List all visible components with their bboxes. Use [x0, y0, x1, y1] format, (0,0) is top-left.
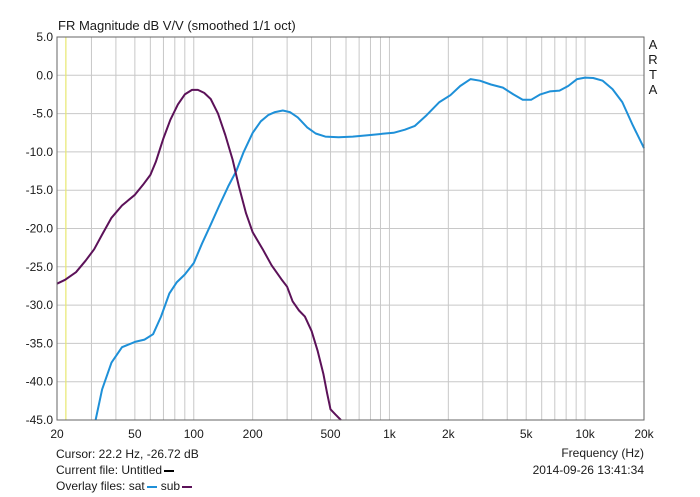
x-tick-label: 100 [184, 427, 204, 441]
series-sat-line [94, 76, 645, 421]
y-tick-label: -30.0 [26, 298, 54, 312]
current-file-row: Current file: Untitled [56, 463, 178, 477]
plot-frame [56, 36, 645, 421]
series-sub-line [56, 88, 342, 421]
y-tick-label: 0.0 [36, 68, 53, 82]
x-tick-label: 500 [321, 427, 341, 441]
brand-letter: A [649, 82, 658, 97]
x-tick-label: 10k [575, 427, 595, 441]
x-axis-ticks: 20 50 100 200 500 1k 2k 5k 10k 20k [50, 427, 654, 441]
x-tick-label: 1k [383, 427, 397, 441]
overlay-sat-swatch [146, 485, 157, 488]
y-tick-label: 5.0 [36, 30, 53, 44]
y-tick-label: -25.0 [26, 260, 54, 274]
chart-title: FR Magnitude dB V/V (smoothed 1/1 oct) [58, 18, 296, 33]
overlay-sat-label: sat [128, 479, 145, 493]
overlay-sub-swatch [182, 485, 193, 488]
x-tick-label: 50 [128, 427, 142, 441]
brand-letter: A [649, 37, 658, 52]
y-tick-label: -45.0 [26, 413, 54, 427]
y-tick-label: -5.0 [32, 107, 53, 121]
plot-series [56, 76, 645, 421]
y-tick-label: -15.0 [26, 183, 54, 197]
brand-letter: T [649, 67, 657, 82]
plot-grid [57, 37, 644, 420]
overlay-sub-label: sub [160, 479, 181, 493]
brand-letter: R [648, 52, 657, 67]
current-file-swatch [164, 469, 175, 472]
x-tick-label: 20k [634, 427, 654, 441]
cursor-readout: Cursor: 22.2 Hz, -26.72 dB [56, 447, 199, 461]
overlay-files-label: Overlay files: [56, 479, 126, 493]
overlay-files-row: Overlay files: sat sub [56, 479, 196, 493]
x-tick-label: 200 [243, 427, 263, 441]
x-tick-label: 20 [50, 427, 64, 441]
timestamp: 2014-09-26 13:41:34 [532, 463, 644, 477]
y-axis-ticks: 5.0 0.0 -5.0 -10.0 -15.0 -20.0 -25.0 -30.0 -35.0… [26, 30, 54, 427]
x-axis-label: Frequency (Hz) [561, 446, 644, 460]
y-tick-label: -10.0 [26, 145, 54, 159]
y-tick-label: -35.0 [26, 336, 54, 350]
current-file-label: Current file: Untitled [56, 463, 163, 477]
y-tick-label: -40.0 [26, 375, 54, 389]
x-tick-label: 2k [442, 427, 456, 441]
y-tick-label: -20.0 [26, 222, 54, 236]
x-tick-label: 5k [520, 427, 534, 441]
